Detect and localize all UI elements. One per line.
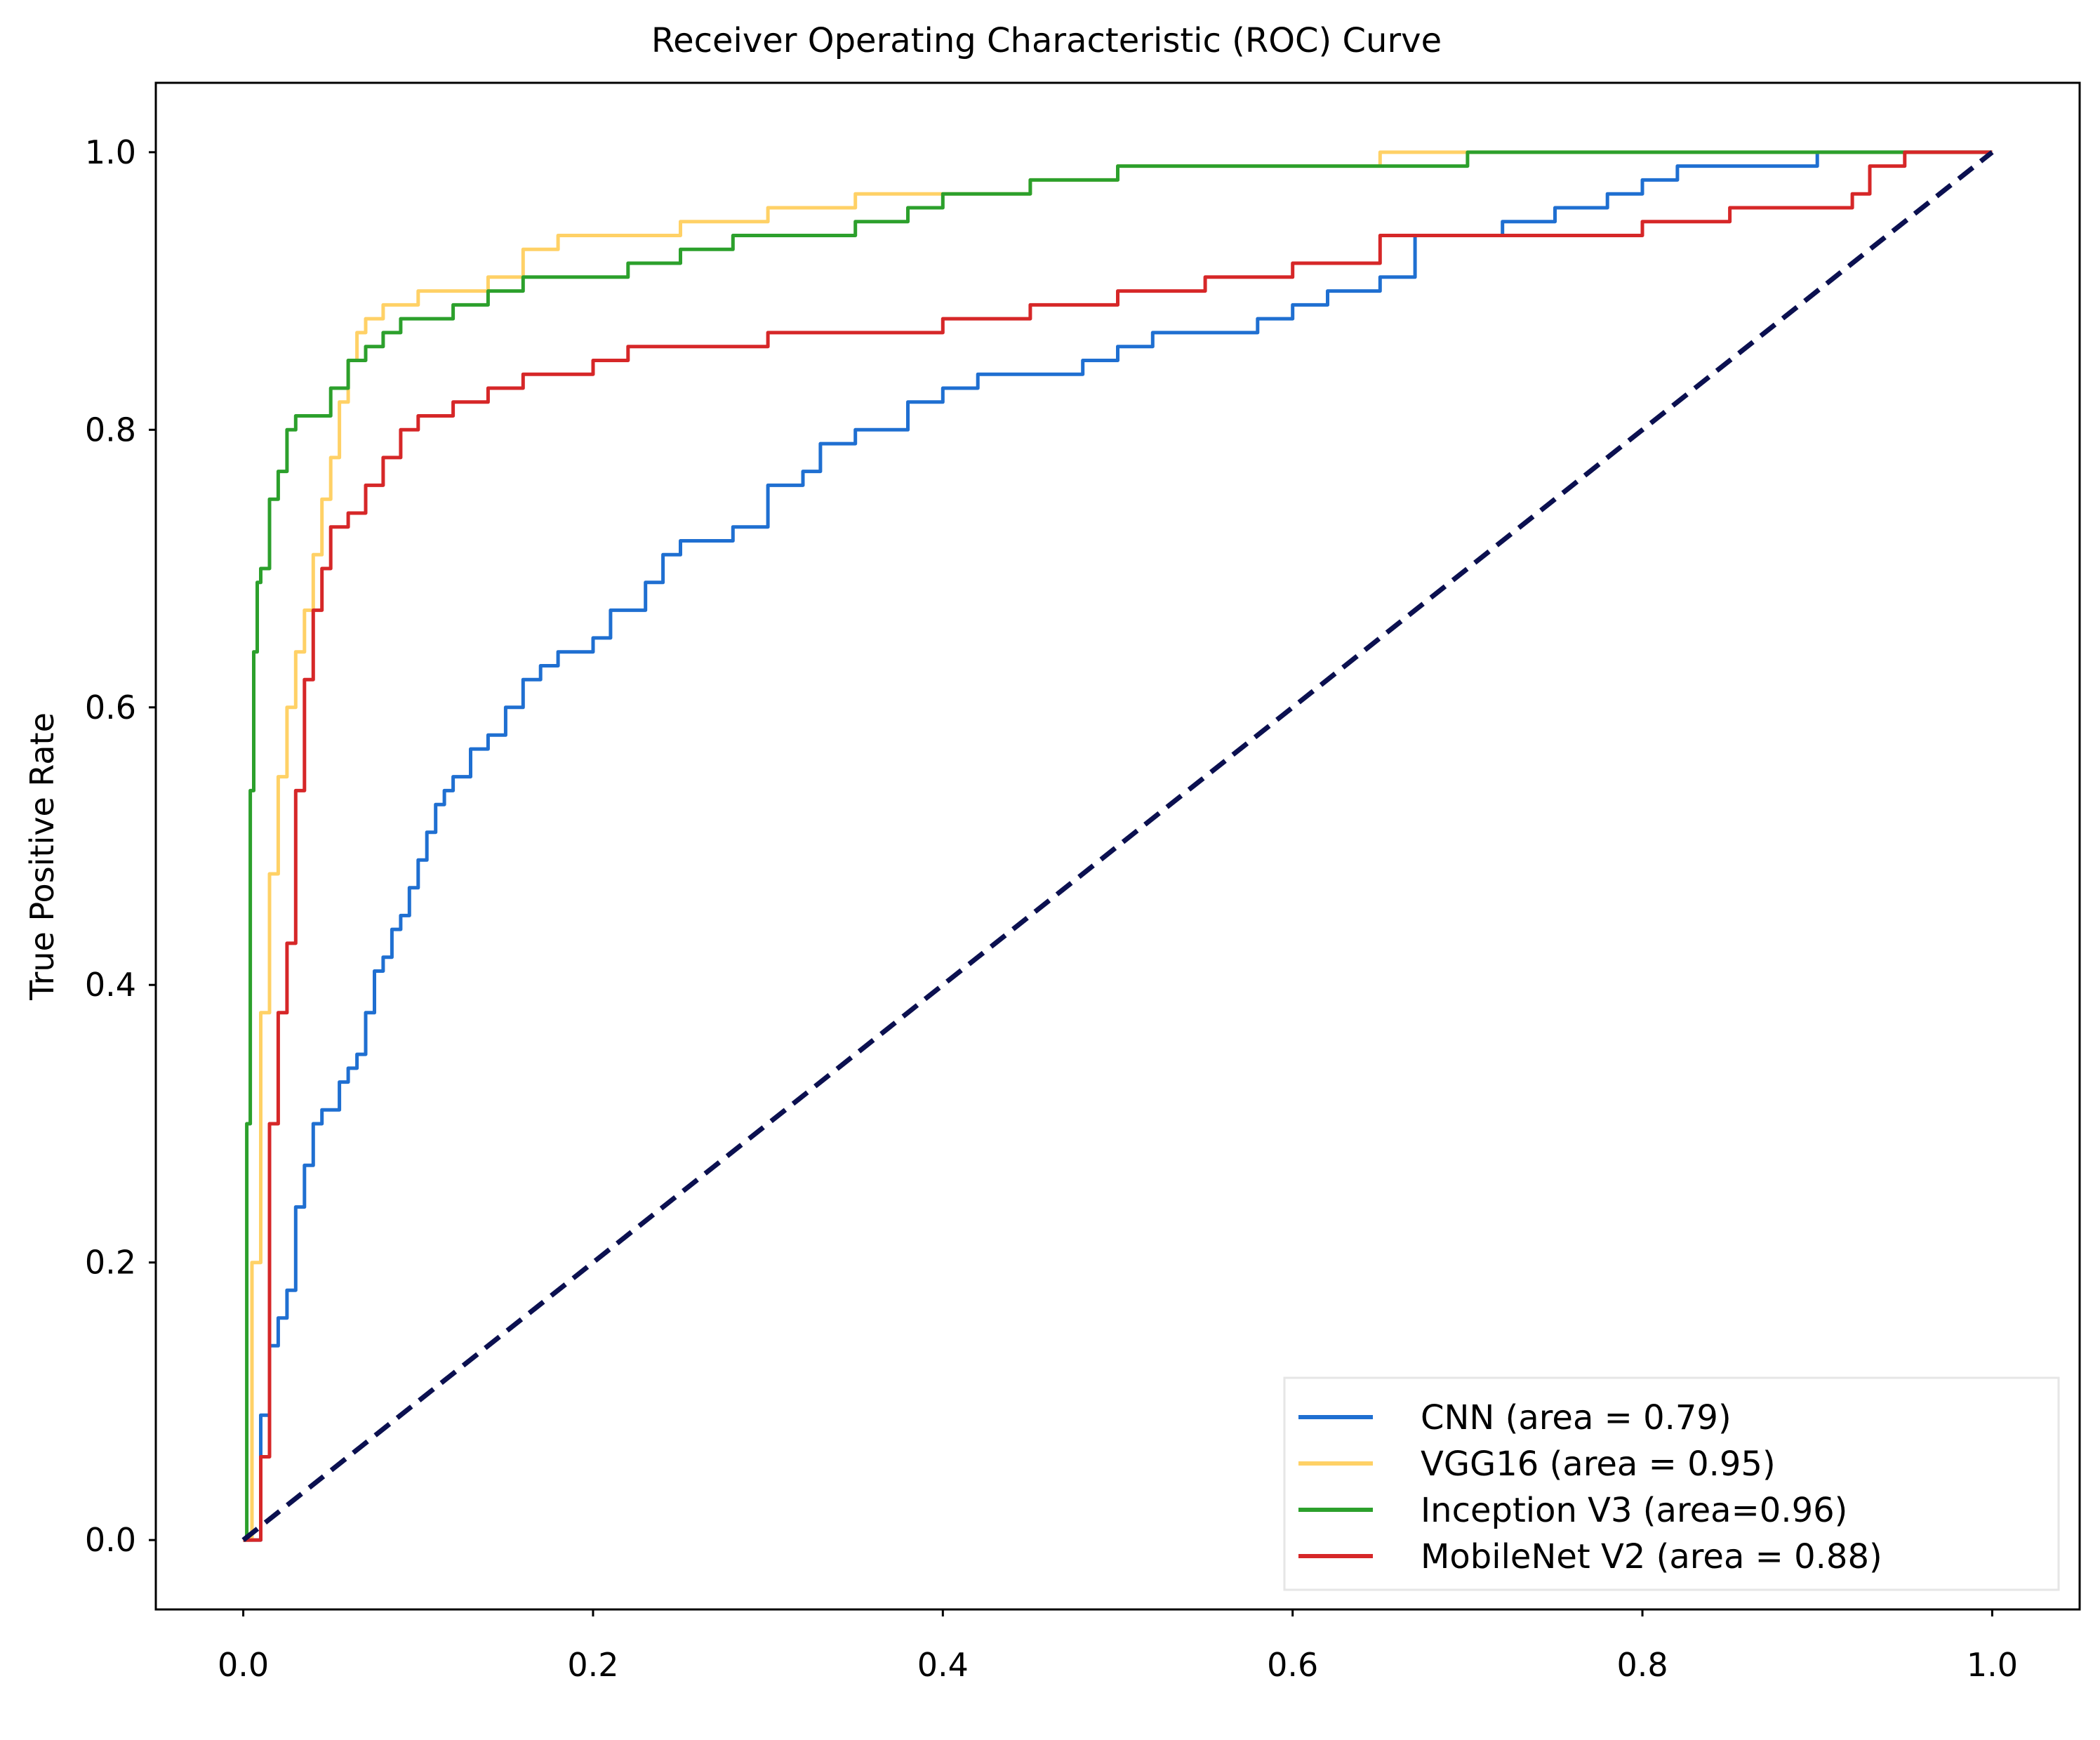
series-line-4 — [243, 150, 1993, 1542]
x-tick-label: 0.6 — [1267, 1646, 1318, 1684]
legend-label: Inception V3 (area=0.96) — [1421, 1491, 1847, 1530]
x-tick-label: 1.0 — [1967, 1646, 2018, 1684]
x-tick-label: 0.4 — [917, 1646, 969, 1684]
y-tick-label: 0.2 — [85, 1244, 136, 1282]
plot-area — [241, 150, 1994, 1542]
axis-ticks: 0.0 0.2 0.4 0.6 0.8 1.0 0.0 0.2 0.4 0.6 0.8 1.0 — [85, 133, 2018, 1684]
legend-label: MobileNet V2 (area = 0.88) — [1421, 1537, 1882, 1576]
y-tick-label: 0.6 — [85, 689, 136, 726]
series-line-3 — [243, 150, 1993, 1542]
legend-label: CNN (area = 0.79) — [1421, 1398, 1732, 1437]
y-tick-label: 0.0 — [85, 1521, 136, 1559]
series-line-1 — [243, 150, 1993, 1542]
x-tick-label: 0.8 — [1616, 1646, 1668, 1684]
y-tick-label: 0.4 — [85, 966, 136, 1004]
chart-title: Receiver Operating Characteristic (ROC) … — [651, 21, 1442, 60]
x-tick-label: 0.0 — [218, 1646, 269, 1684]
axes-frame — [154, 81, 2081, 1611]
y-axis-label: True Positive Rate — [23, 712, 61, 1001]
legend-label: VGG16 (area = 0.95) — [1421, 1445, 1776, 1484]
diagonal-reference-line — [241, 150, 1994, 1542]
y-tick-label: 0.8 — [85, 411, 136, 449]
y-tick-label: 1.0 — [85, 133, 136, 171]
x-tick-label: 0.2 — [567, 1646, 618, 1684]
legend: CNN (area = 0.79) VGG16 (area = 0.95) Ince… — [1283, 1376, 2060, 1591]
legend-box — [1283, 1376, 2060, 1591]
